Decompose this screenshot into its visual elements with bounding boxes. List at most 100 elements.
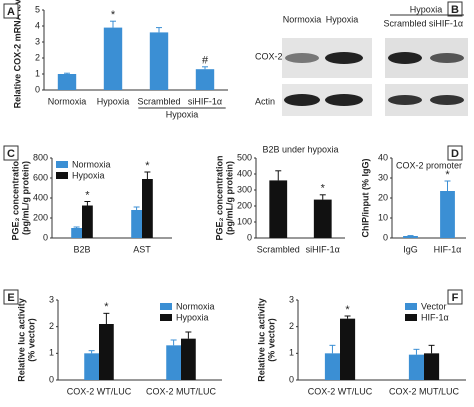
annotation: * <box>104 301 109 313</box>
y-tick-label: 1 <box>49 348 54 358</box>
legend-swatch <box>56 161 68 168</box>
x-tick-label: Normoxia <box>48 96 87 106</box>
y-tick-label: 800 <box>33 152 48 162</box>
y-axis-label: (pg/mL/g protein) <box>20 161 30 235</box>
y-tick-label: 2 <box>289 321 294 331</box>
y-tick-label: 10 <box>378 212 388 222</box>
panel-letter-box <box>3 289 19 305</box>
legend-swatch <box>160 314 172 321</box>
legend-swatch <box>160 303 172 310</box>
bar <box>57 74 77 90</box>
y-tick-label: 2 <box>35 52 40 62</box>
annotation: * <box>445 169 450 181</box>
group-label: Hypoxia <box>166 109 199 119</box>
band <box>388 95 422 105</box>
y-tick-label: 0 <box>247 232 252 242</box>
y-axis-label: PGE₂ concentration <box>10 155 20 240</box>
legend-swatch <box>405 303 417 310</box>
legend-label: Normoxia <box>176 301 215 311</box>
y-tick-label: 5 <box>35 4 40 14</box>
y-tick-label: 0 <box>289 374 294 384</box>
y-axis-label: (pg/mL/g protein) <box>224 161 234 235</box>
x-tick-label: COX-2 MUT/LUC <box>146 386 217 396</box>
y-tick-label: 400 <box>237 168 252 178</box>
y-tick-label: 4 <box>35 20 40 30</box>
y-axis-label: (% vector) <box>266 318 276 362</box>
x-tick-label: IgG <box>403 244 418 254</box>
y-tick-label: 100 <box>237 216 252 226</box>
x-tick-label: siHIF-1α <box>188 96 222 106</box>
y-axis-label: (% vector) <box>26 318 36 362</box>
band <box>430 95 464 105</box>
bar <box>324 353 340 380</box>
bar <box>340 318 356 380</box>
x-tick-label: Hypoxia <box>97 96 130 106</box>
annotation: * <box>345 304 350 316</box>
bar <box>131 210 142 238</box>
bar <box>166 345 181 380</box>
bar <box>82 205 93 238</box>
bar <box>313 199 332 238</box>
row-label: Actin <box>255 96 275 106</box>
x-tick-label: HIF-1α <box>434 244 462 254</box>
y-tick-label: 1 <box>35 68 40 78</box>
panel-letter: A <box>7 6 15 18</box>
y-tick-label: 0 <box>35 84 40 94</box>
y-tick-label: 20 <box>378 192 388 202</box>
band <box>325 52 363 64</box>
y-tick-label: 2 <box>49 321 54 331</box>
y-axis-label: Relative luc activity <box>16 298 26 382</box>
panel-letter-box <box>447 145 463 161</box>
x-tick-label: COX-2 WT/LUC <box>308 386 373 396</box>
bar <box>195 69 215 90</box>
y-tick-label: 0 <box>43 232 48 242</box>
bar <box>71 228 82 238</box>
legend-label: Normoxia <box>72 159 111 169</box>
lane-label: siHIF-1α <box>429 18 463 28</box>
panel-letter-box <box>3 3 19 19</box>
lane-label: Scrambled <box>383 18 426 28</box>
panel-letter: D <box>451 148 459 160</box>
band <box>285 53 319 63</box>
legend-label: Hypoxia <box>176 312 209 322</box>
band <box>325 94 363 106</box>
bar <box>269 180 288 238</box>
lane-label: Hypoxia <box>326 14 359 24</box>
panel-letter: C <box>7 148 15 160</box>
y-tick-label: 0 <box>383 232 388 242</box>
chart-title: B2B under hypoxia <box>262 144 338 154</box>
y-tick-label: 0 <box>49 374 54 384</box>
y-tick-label: 300 <box>237 184 252 194</box>
y-tick-label: 200 <box>33 212 48 222</box>
band <box>284 94 320 106</box>
bar <box>99 324 114 380</box>
panel-letter: E <box>7 292 14 304</box>
bar <box>403 236 418 238</box>
row-label: COX-2 <box>255 51 283 61</box>
bar <box>424 353 440 380</box>
band <box>388 52 422 64</box>
y-axis-label: Relative luc activity <box>256 298 266 382</box>
x-tick-label: COX-2 WT/LUC <box>67 386 132 396</box>
y-tick-label: 500 <box>237 152 252 162</box>
annotation: * <box>321 183 326 195</box>
y-tick-label: 1 <box>289 348 294 358</box>
bar <box>149 32 169 90</box>
x-tick-label: Scrambled <box>257 244 300 254</box>
y-tick-label: 3 <box>35 36 40 46</box>
legend-label: Vector <box>421 301 447 311</box>
lane-label: Normoxia <box>283 14 322 24</box>
x-tick-label: B2B <box>73 244 90 254</box>
y-tick-label: 3 <box>289 294 294 304</box>
y-tick-label: 600 <box>33 172 48 182</box>
legend-label: HIF-1α <box>421 312 449 322</box>
annotation: * <box>111 9 116 21</box>
bar <box>103 27 123 91</box>
bar <box>142 179 153 238</box>
lane-group-label: Hypoxia <box>410 4 443 14</box>
annotation: * <box>145 160 150 172</box>
annotation: * <box>85 189 90 201</box>
panel-letter-box <box>447 289 463 305</box>
panel-letter-box <box>3 145 19 161</box>
